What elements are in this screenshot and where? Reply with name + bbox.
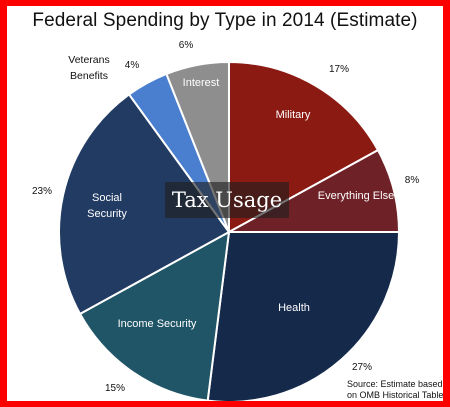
chart-title: Federal Spending by Type in 2014 (Estima… xyxy=(32,10,418,31)
pie-slice-income-security xyxy=(78,230,231,401)
slice-label-everything-else: Everything Else xyxy=(318,190,394,202)
chart-frame: Federal Spending by Type in 2014 (Estima… xyxy=(7,6,443,401)
slice-label-social-security: Social Security xyxy=(87,192,127,220)
pie-slice-social-security xyxy=(58,93,231,316)
slice-label-interest: Interest xyxy=(183,77,220,89)
slice-percent-health: 27% xyxy=(352,362,372,373)
overlay-label-box xyxy=(165,182,289,218)
slice-label-health: Health xyxy=(278,302,310,314)
pie-slice-health xyxy=(206,231,401,401)
slice-label-veterans-benefits: Veterans Benefits xyxy=(68,54,109,82)
slice-percent-interest: 6% xyxy=(179,40,194,51)
slice-percent-veterans-benefits: 4% xyxy=(125,60,140,71)
overlay-label-text: Tax Usage xyxy=(172,188,282,212)
slice-percent-military: 17% xyxy=(329,64,349,75)
slice-percent-income-security: 15% xyxy=(105,383,125,394)
slice-label-income-security: Income Security xyxy=(118,318,197,330)
source-note-line: on OMB Historical Tables xyxy=(347,390,443,400)
slice-percent-everything-else: 8% xyxy=(405,175,420,186)
slice-percent-social-security: 23% xyxy=(32,186,52,197)
pie-chart: Military 17% Everything Else 8% Health 27% Inc… xyxy=(32,40,443,401)
source-note-line: Source: Estimate based xyxy=(347,379,443,389)
slice-label-military: Military xyxy=(276,109,311,121)
